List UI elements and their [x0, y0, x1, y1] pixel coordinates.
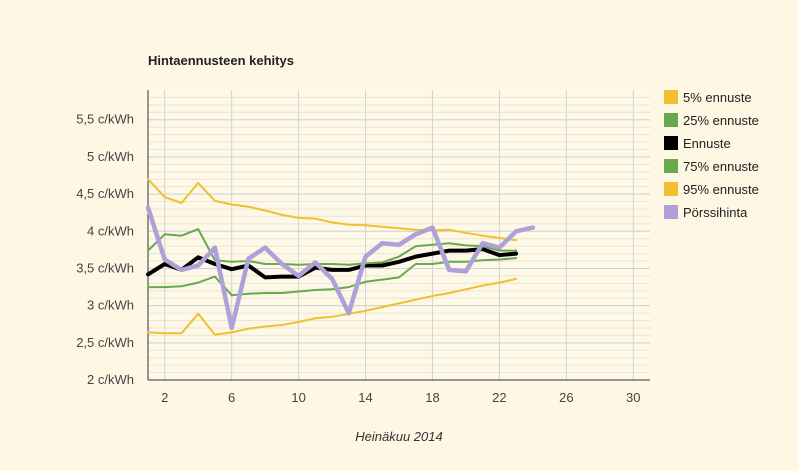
y-tick-label: 2,5 c/kWh [76, 335, 134, 350]
x-tick-label: 2 [161, 390, 168, 405]
legend-label: 95% ennuste [683, 182, 759, 197]
legend-label: 25% ennuste [683, 113, 759, 128]
x-axis-label: Heinäkuu 2014 [355, 429, 442, 444]
legend-swatch [664, 205, 678, 219]
y-tick-label: 4,5 c/kWh [76, 186, 134, 201]
x-tick-label: 6 [228, 390, 235, 405]
grid [148, 90, 650, 380]
legend-label: Pörssihinta [683, 205, 748, 220]
x-tick-label: 30 [626, 390, 640, 405]
legend-label: 75% ennuste [683, 159, 759, 174]
x-tick-label: 22 [492, 390, 506, 405]
series-line [146, 247, 519, 280]
legend-swatch [664, 113, 678, 127]
legend-label: 5% ennuste [683, 90, 752, 105]
x-tick-label: 26 [559, 390, 573, 405]
axes: 2 c/kWh 2,5 c/kWh 3 c/kWh 3,5 c/kWh 4 c/kWh 4… [76, 90, 650, 405]
x-tick-label: 14 [358, 390, 372, 405]
series-group [145, 178, 536, 336]
y-tick-label: 4 c/kWh [87, 223, 134, 238]
x-tick-label: 18 [425, 390, 439, 405]
legend-swatch [664, 136, 678, 150]
y-tick-label: 5,5 c/kWh [76, 112, 134, 127]
plot-area [148, 90, 650, 380]
series-line [147, 257, 518, 297]
legend-label: Ennuste [683, 136, 731, 151]
series-line [147, 277, 518, 336]
x-tick-label: 10 [291, 390, 305, 405]
legend: 5% ennuste 25% ennuste Ennuste 75% ennuste 9… [664, 90, 759, 220]
y-tick-label: 5 c/kWh [87, 149, 134, 164]
legend-swatch [664, 159, 678, 173]
legend-swatch [664, 90, 678, 104]
series-line [147, 228, 518, 266]
series-line [145, 205, 536, 331]
legend-swatch [664, 182, 678, 196]
y-tick-label: 3,5 c/kWh [76, 260, 134, 275]
chart-title: Hintaennusteen kehitys [148, 53, 294, 68]
y-tick-label: 2 c/kWh [87, 372, 134, 387]
y-tick-label: 3 c/kWh [87, 298, 134, 313]
series-line [147, 178, 518, 242]
